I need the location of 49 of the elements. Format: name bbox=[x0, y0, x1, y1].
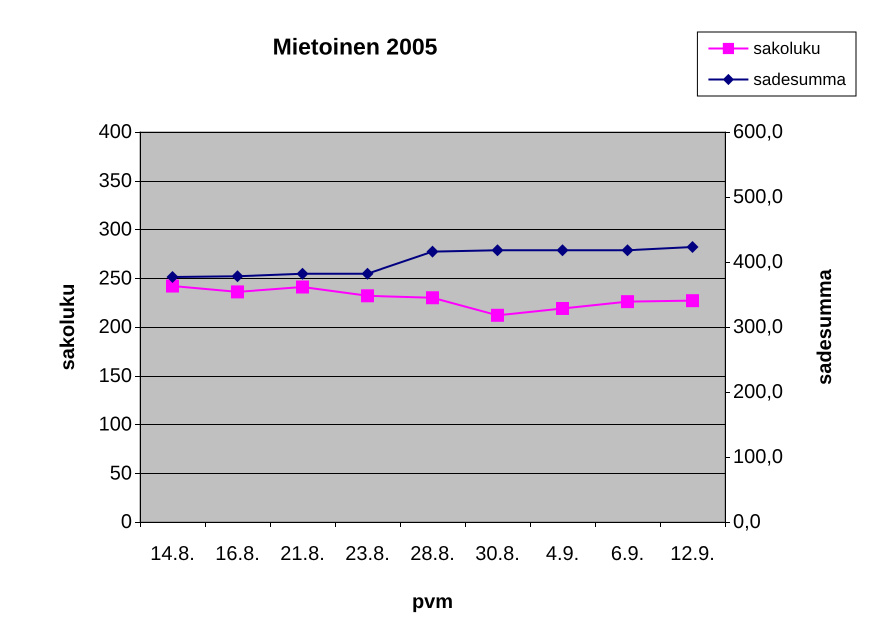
y2-tick-label: 100,0 bbox=[733, 446, 784, 468]
y2-axis-title: sadesumma bbox=[814, 268, 836, 385]
y2-tick-label: 300,0 bbox=[733, 316, 784, 338]
point bbox=[621, 295, 634, 308]
point bbox=[166, 270, 178, 283]
y-axis-title: sakoluku bbox=[57, 284, 79, 370]
point bbox=[296, 280, 309, 294]
x-tick-label: 14.8. bbox=[150, 543, 195, 565]
legend-label: sakoluku bbox=[753, 39, 821, 58]
point bbox=[491, 308, 504, 322]
x-tick-label: 4.9. bbox=[546, 543, 580, 565]
point bbox=[686, 294, 699, 308]
y-tick-label: 250 bbox=[98, 267, 132, 290]
y-tick-label: 50 bbox=[110, 462, 132, 484]
x-tick-label: 16.8. bbox=[215, 543, 260, 565]
y-tick-label: 350 bbox=[98, 170, 132, 192]
y2-tick-label: 500,0 bbox=[733, 186, 784, 208]
point bbox=[556, 302, 569, 315]
x-tick-label: 6.9. bbox=[610, 543, 644, 565]
y2-tick-label: 0,0 bbox=[733, 511, 761, 533]
point bbox=[361, 289, 374, 302]
point bbox=[426, 291, 439, 304]
x-tick-label: 21.8. bbox=[280, 543, 325, 565]
point bbox=[166, 280, 179, 293]
y2-tick-label: 600,0 bbox=[733, 121, 784, 143]
legend-label: sadesumma bbox=[753, 70, 847, 89]
x-tick-label: 12.9. bbox=[670, 543, 715, 565]
x-tick-label: 23.8. bbox=[345, 543, 390, 565]
point bbox=[232, 270, 244, 282]
point bbox=[296, 268, 308, 280]
y2-tick-label: 400,0 bbox=[733, 251, 784, 273]
y-tick-label: 100 bbox=[98, 414, 132, 436]
point bbox=[231, 285, 244, 298]
chart-title: Mietoinen 2005 bbox=[272, 34, 438, 60]
y-tick-label: 300 bbox=[98, 218, 132, 240]
x-tick-label: 28.8. bbox=[410, 543, 455, 565]
y-tick-label: 150 bbox=[98, 364, 132, 387]
point bbox=[362, 268, 374, 280]
point bbox=[686, 241, 698, 254]
y-tick-label: 400 bbox=[98, 121, 132, 143]
x-tick-label: 30.8. bbox=[475, 543, 520, 565]
x-axis-title: pvm bbox=[412, 591, 454, 613]
point bbox=[622, 244, 634, 256]
point bbox=[556, 244, 568, 256]
y-tick-label: 0 bbox=[120, 511, 132, 533]
point bbox=[492, 244, 504, 256]
y-tick-label: 200 bbox=[98, 316, 132, 338]
y2-tick-label: 200,0 bbox=[733, 381, 784, 403]
point bbox=[426, 246, 438, 258]
